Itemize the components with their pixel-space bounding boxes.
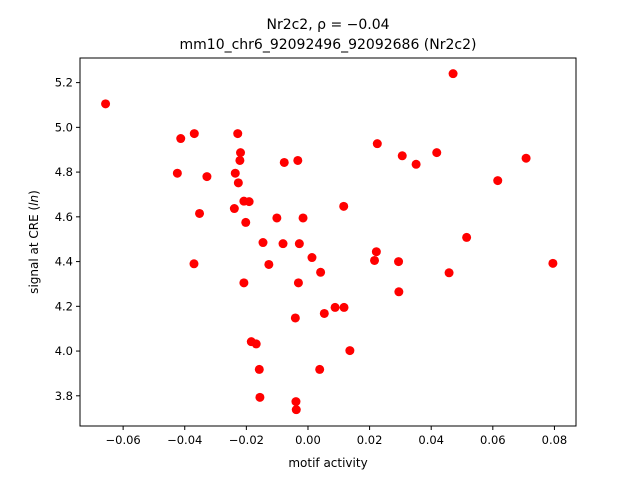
data-point: [448, 69, 458, 79]
data-point: [239, 278, 249, 288]
data-point: [432, 148, 442, 158]
plot-area: [79, 57, 577, 427]
data-point: [548, 258, 558, 268]
data-point: [258, 238, 268, 248]
data-point: [394, 287, 404, 297]
data-point: [233, 129, 243, 139]
x-tick-label: 0.02: [357, 433, 383, 447]
data-point: [339, 302, 349, 312]
y-tick-label: 3.8: [55, 389, 73, 403]
data-point: [251, 339, 261, 349]
data-point: [330, 302, 340, 312]
data-point: [172, 168, 182, 178]
data-point: [462, 232, 472, 242]
data-point: [264, 259, 274, 269]
data-point: [521, 153, 531, 163]
x-tick-label: 0.06: [480, 433, 506, 447]
data-point: [307, 253, 317, 263]
data-point: [189, 129, 199, 139]
data-point: [176, 134, 186, 144]
data-point: [411, 159, 421, 169]
data-points: [101, 69, 558, 415]
y-tick-label: 4.2: [55, 299, 73, 313]
x-tick-label: −0.04: [167, 433, 202, 447]
data-point: [233, 178, 243, 188]
data-point: [255, 392, 265, 402]
data-point: [279, 157, 289, 167]
data-point: [372, 139, 382, 149]
data-point: [394, 257, 404, 267]
data-point: [293, 278, 303, 288]
plot-background: [80, 58, 576, 426]
data-point: [236, 148, 246, 158]
data-point: [339, 201, 349, 211]
data-point: [397, 151, 407, 161]
data-point: [290, 313, 300, 323]
data-point: [370, 255, 380, 265]
x-tick-label: 0.00: [295, 433, 321, 447]
y-tick-label: 4.0: [55, 344, 73, 358]
x-axis-ticks: −0.06 −0.04 −0.02 0.00 0.02 0.04 0.06 0.08: [106, 426, 568, 447]
y-tick-label: 5.0: [55, 120, 73, 134]
chart-title-line1: Nr2c2, ρ = −0.04: [266, 17, 389, 33]
data-point: [319, 308, 329, 318]
data-point: [195, 208, 205, 218]
data-point: [371, 247, 381, 257]
y-tick-label: 5.2: [55, 76, 73, 90]
data-point: [101, 99, 111, 109]
data-point: [230, 168, 240, 178]
data-point: [278, 239, 288, 249]
data-point: [345, 346, 355, 356]
data-point: [202, 172, 212, 182]
data-point: [244, 197, 254, 207]
data-point: [444, 268, 454, 278]
data-point: [291, 397, 301, 407]
data-point: [189, 259, 199, 269]
data-point: [293, 155, 303, 165]
y-axis-ticks: 3.8 4.0 4.2 4.4 4.6 4.8 5.0 5.2: [55, 76, 80, 403]
y-tick-label: 4.8: [55, 165, 73, 179]
data-point: [272, 213, 282, 223]
x-tick-label: 0.04: [418, 433, 444, 447]
data-point: [254, 364, 264, 374]
y-axis-label: signal at CRE (ln): [27, 190, 41, 294]
data-point: [235, 155, 245, 165]
data-point: [241, 217, 251, 227]
y-tick-label: 4.6: [55, 210, 73, 224]
x-tick-label: −0.06: [106, 433, 141, 447]
data-point: [315, 364, 325, 374]
x-axis-label: motif activity: [288, 456, 367, 470]
data-point: [294, 239, 304, 249]
x-tick-label: −0.02: [229, 433, 264, 447]
plot-frame: [79, 57, 577, 427]
x-tick-label: 0.08: [542, 433, 568, 447]
data-point: [291, 405, 301, 415]
data-point: [493, 176, 503, 186]
chart-title-line2: mm10_chr6_92092496_92092686 (Nr2c2): [180, 37, 477, 53]
y-tick-label: 4.4: [55, 255, 73, 269]
data-point: [229, 204, 239, 214]
data-point: [298, 213, 308, 223]
data-point: [316, 267, 326, 277]
